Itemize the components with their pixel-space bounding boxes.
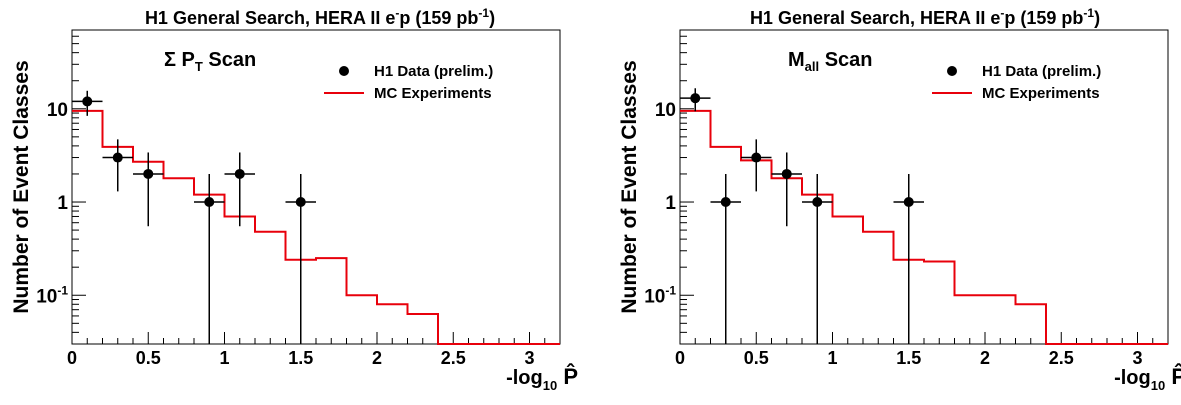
data-point xyxy=(194,173,225,344)
mc-step-line xyxy=(72,109,560,345)
x-axis-label: -log10 P̂ xyxy=(506,363,578,393)
data-marker xyxy=(143,168,154,179)
data-point xyxy=(710,173,741,344)
data-marker xyxy=(82,96,93,107)
data-point xyxy=(680,88,711,112)
x-tick-label: 2 xyxy=(980,348,990,368)
data-point xyxy=(741,139,772,192)
y-tick-label: 1 xyxy=(665,193,676,214)
legend-marker xyxy=(339,66,349,76)
y-tick-label: 1 xyxy=(57,193,68,214)
x-tick-label: 1.5 xyxy=(896,348,921,368)
data-point xyxy=(802,173,833,344)
x-tick-label: 0.5 xyxy=(136,348,161,368)
chart-panel-1: H1 General Search, HERA II e-p (159 pb-1… xyxy=(10,6,578,393)
data-marker xyxy=(234,168,245,179)
data-marker xyxy=(690,93,701,104)
y-tick-label: 10 xyxy=(47,100,68,121)
data-point xyxy=(771,152,802,227)
legend-marker xyxy=(947,66,957,76)
x-tick-label: 2.5 xyxy=(441,348,466,368)
data-marker xyxy=(781,168,792,179)
x-tick-label: 3 xyxy=(524,348,534,368)
chart-title: H1 General Search, HERA II e-p (159 pb-1… xyxy=(750,6,1100,28)
chart-panel-2: H1 General Search, HERA II e-p (159 pb-1… xyxy=(618,6,1181,393)
legend-label: MC Experiments xyxy=(982,85,1100,102)
data-marker xyxy=(204,197,215,208)
y-axis-label: Number of Event Classes xyxy=(10,60,33,313)
x-tick-label: 0 xyxy=(67,348,77,368)
data-point xyxy=(285,173,316,344)
data-marker xyxy=(903,197,914,208)
mc-step-line xyxy=(680,109,1168,345)
y-tick-label: 10-1 xyxy=(644,283,676,307)
data-point xyxy=(133,152,164,227)
y-tick-label: 10 xyxy=(655,100,676,121)
chart-title: H1 General Search, HERA II e-p (159 pb-1… xyxy=(145,6,495,28)
x-tick-label: 3 xyxy=(1132,348,1142,368)
panel-label: Σ PT Scan xyxy=(164,49,256,74)
y-axis-label: Number of Event Classes xyxy=(618,60,641,313)
x-tick-label: 1 xyxy=(219,348,229,368)
x-tick-label: 1 xyxy=(827,348,837,368)
data-point xyxy=(224,152,255,227)
data-marker xyxy=(295,197,306,208)
x-axis-label: -log10 P̂ xyxy=(1114,363,1181,393)
data-marker xyxy=(751,152,762,163)
x-tick-label: 2.5 xyxy=(1049,348,1074,368)
data-point xyxy=(72,90,103,116)
x-tick-label: 0 xyxy=(675,348,685,368)
panel-label: Mall Scan xyxy=(788,49,873,74)
data-marker xyxy=(112,152,123,163)
y-tick-label: 10-1 xyxy=(36,283,68,307)
x-tick-label: 1.5 xyxy=(288,348,313,368)
x-tick-label: 2 xyxy=(372,348,382,368)
data-marker xyxy=(812,197,823,208)
data-marker xyxy=(720,197,731,208)
data-point xyxy=(893,173,924,344)
x-tick-label: 0.5 xyxy=(744,348,769,368)
legend-label: H1 Data (prelim.) xyxy=(982,63,1101,80)
data-point xyxy=(102,139,133,192)
legend-label: MC Experiments xyxy=(374,85,492,102)
legend-label: H1 Data (prelim.) xyxy=(374,63,493,80)
